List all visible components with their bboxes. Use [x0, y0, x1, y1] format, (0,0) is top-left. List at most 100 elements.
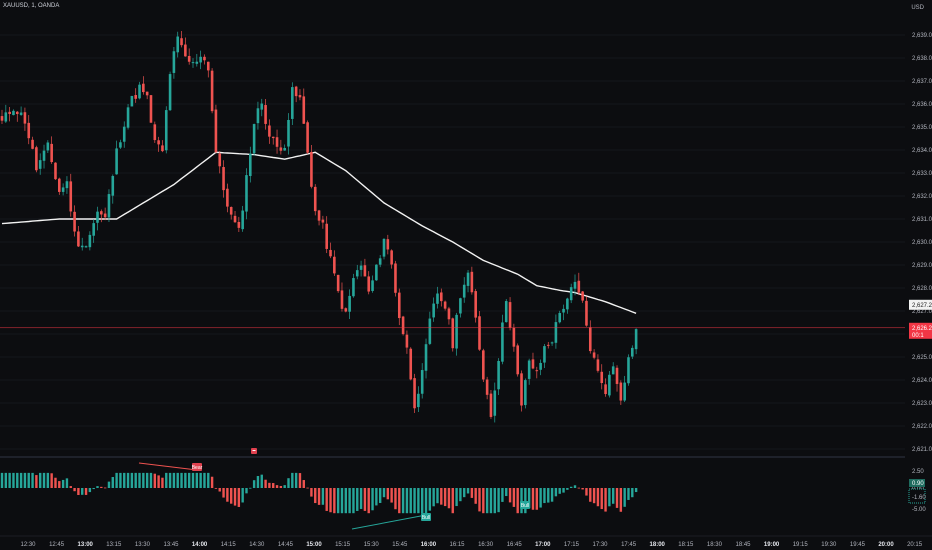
candle-body [592, 352, 596, 358]
candle-body [275, 137, 279, 147]
osc-bar [222, 488, 225, 498]
osc-bar [291, 472, 294, 488]
osc-bar [424, 488, 428, 514]
osc-bar [275, 485, 279, 488]
time-tick: 16:15 [449, 542, 465, 548]
osc-bar [165, 472, 168, 488]
candle-body [138, 84, 141, 99]
candle-body [149, 95, 153, 123]
candle-body [46, 142, 50, 151]
osc-bar [294, 472, 298, 488]
candle-body [428, 318, 432, 344]
candle-body [42, 150, 46, 161]
osc-bar [329, 488, 332, 513]
candle-body [543, 346, 546, 363]
bear-divergence-line [138, 462, 198, 471]
osc-bar [359, 488, 363, 509]
osc-bar [455, 488, 458, 507]
candle-body [321, 219, 325, 223]
osc-bar [119, 472, 122, 488]
candle-body [397, 292, 401, 319]
candle-body [352, 278, 355, 297]
candle-body [260, 103, 264, 110]
price-tick: 2,624.00 [912, 378, 932, 384]
osc-bar [184, 472, 187, 488]
candle-body [386, 239, 390, 250]
time-tick: 20:00 [878, 542, 894, 548]
osc-bar [631, 488, 634, 498]
osc-bar [92, 488, 95, 490]
osc-bar [348, 488, 351, 514]
osc-bar [321, 488, 325, 505]
osc-bar [398, 488, 401, 514]
time-tick: 16:00 [421, 542, 437, 548]
candle-body [252, 124, 256, 154]
bull-divergence-line [351, 514, 427, 530]
candle-body [271, 136, 275, 139]
osc-bar [203, 472, 206, 488]
osc-bar [16, 472, 19, 488]
price-tick: 2,633.00 [912, 171, 932, 177]
candle-body [436, 293, 439, 304]
osc-bar [608, 488, 611, 507]
candle-body [35, 147, 38, 171]
candle-body [61, 187, 65, 192]
osc-bar [69, 486, 72, 488]
time-tick: 16:45 [507, 542, 523, 548]
osc-bar [226, 488, 229, 502]
time-tick: 15:15 [335, 542, 351, 548]
candle-body [245, 175, 248, 212]
candle-body [508, 302, 512, 328]
candle-body [199, 56, 202, 63]
candle-body [249, 153, 252, 177]
candle-body [569, 287, 573, 301]
candle-body [54, 162, 57, 180]
candle-body [489, 393, 493, 417]
time-axis[interactable]: 12:30 12:45 13:00 13:15 13:30 13:45 14:00 14:15… [0, 535, 932, 548]
osc-bar [436, 488, 439, 504]
candle-body [344, 308, 348, 312]
candle-body [459, 298, 462, 314]
osc-bar [19, 472, 23, 488]
osc-bar [535, 488, 538, 510]
osc-bar [573, 485, 577, 488]
time-tick: 16:30 [478, 542, 494, 548]
osc-bar [585, 488, 588, 496]
osc-bar [218, 488, 221, 492]
osc-bar [520, 488, 523, 514]
candle-body [214, 109, 218, 153]
price-axis[interactable]: 2,639.00 2,638.00 2,637.00 2,636.00 2,635.00… [909, 33, 932, 453]
candle-body [142, 83, 145, 93]
candle-body [623, 382, 626, 401]
price-tick: 2,635.00 [912, 125, 932, 131]
candle-body [588, 327, 592, 352]
osc-bar [505, 488, 508, 497]
currency-label[interactable]: USD [911, 5, 924, 11]
ma-price-tag [909, 299, 932, 310]
candle-body [631, 347, 634, 357]
price-tick: 2,621.00 [912, 447, 932, 453]
candle-body [634, 329, 638, 350]
candle-body [256, 108, 260, 124]
candle-body [73, 211, 76, 232]
candle-body [4, 112, 8, 122]
candle-body [100, 211, 103, 215]
osc-bar [111, 477, 114, 488]
osc-bar [12, 472, 15, 488]
osc-bar [592, 488, 596, 504]
osc-bar [432, 488, 435, 507]
candle-body [554, 322, 558, 343]
candle-body [233, 215, 237, 223]
candle-body [577, 280, 581, 293]
osc-bar [126, 472, 130, 488]
price-tick: 2,632.00 [912, 194, 932, 200]
candle-body [596, 359, 600, 371]
candle-body [164, 110, 168, 151]
alert-icon[interactable] [251, 448, 257, 454]
osc-bar [497, 488, 500, 513]
candle-body [558, 313, 562, 323]
candle-body [237, 221, 241, 228]
osc-bar [31, 472, 34, 488]
candle-body [443, 301, 447, 309]
